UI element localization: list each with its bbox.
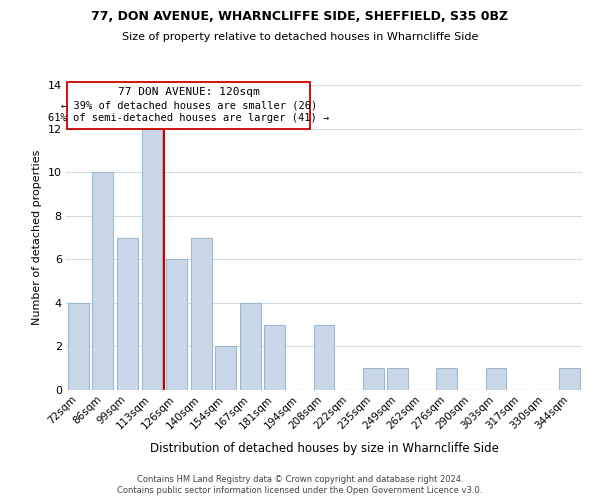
- Bar: [92, 172, 113, 390]
- Text: 61% of semi-detached houses are larger (41) →: 61% of semi-detached houses are larger (…: [48, 114, 329, 124]
- Bar: [240, 303, 261, 390]
- Bar: [485, 368, 506, 390]
- Bar: [117, 238, 138, 390]
- Bar: [191, 238, 212, 390]
- Bar: [362, 368, 383, 390]
- Bar: [68, 303, 89, 390]
- Text: Size of property relative to detached houses in Wharncliffe Side: Size of property relative to detached ho…: [122, 32, 478, 42]
- Bar: [215, 346, 236, 390]
- Text: Contains HM Land Registry data © Crown copyright and database right 2024.: Contains HM Land Registry data © Crown c…: [137, 475, 463, 484]
- Bar: [559, 368, 580, 390]
- Text: Contains public sector information licensed under the Open Government Licence v3: Contains public sector information licen…: [118, 486, 482, 495]
- Bar: [436, 368, 457, 390]
- Bar: [387, 368, 408, 390]
- Text: 77, DON AVENUE, WHARNCLIFFE SIDE, SHEFFIELD, S35 0BZ: 77, DON AVENUE, WHARNCLIFFE SIDE, SHEFFI…: [91, 10, 509, 23]
- Y-axis label: Number of detached properties: Number of detached properties: [32, 150, 42, 325]
- Bar: [265, 324, 286, 390]
- Text: ← 39% of detached houses are smaller (26): ← 39% of detached houses are smaller (26…: [61, 100, 317, 110]
- Bar: [142, 128, 163, 390]
- Text: 77 DON AVENUE: 120sqm: 77 DON AVENUE: 120sqm: [118, 87, 260, 97]
- Bar: [166, 260, 187, 390]
- Bar: [314, 324, 334, 390]
- FancyBboxPatch shape: [67, 82, 310, 128]
- X-axis label: Distribution of detached houses by size in Wharncliffe Side: Distribution of detached houses by size …: [149, 442, 499, 455]
